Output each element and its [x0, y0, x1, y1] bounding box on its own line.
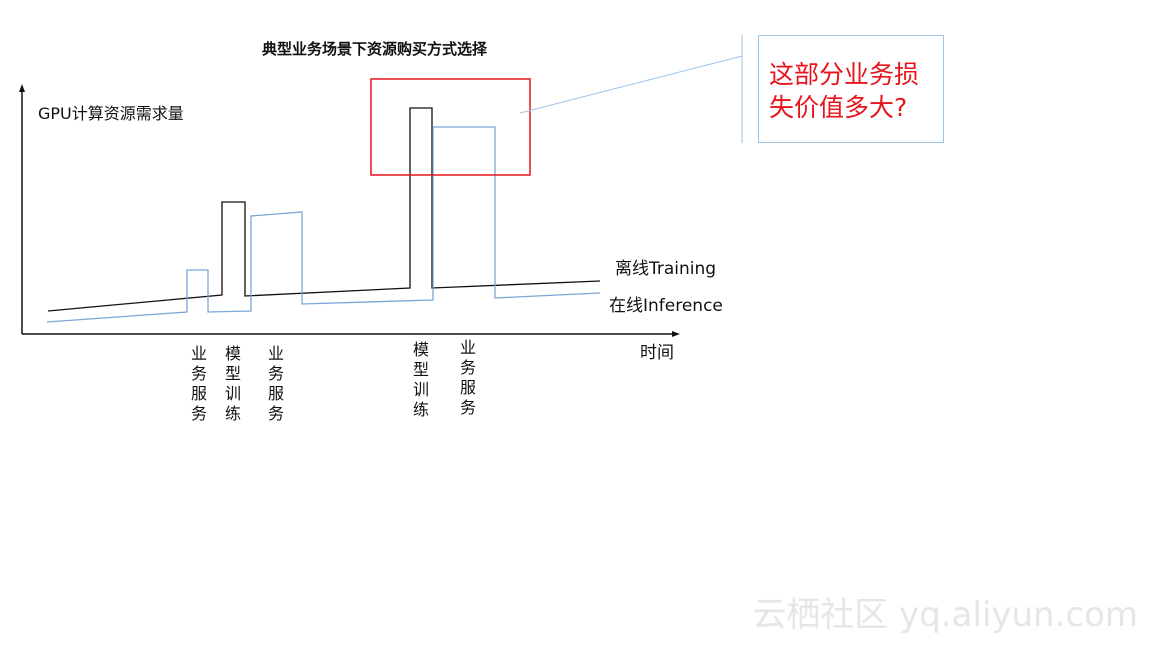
callout-connector [519, 55, 743, 114]
x-axis-label: 时间 [640, 343, 674, 363]
event-label: 业务服务 [267, 344, 284, 423]
y-axis-label: GPU计算资源需求量 [38, 104, 184, 123]
event-label: 业务服务 [190, 344, 207, 423]
inference-line [46, 126, 601, 323]
diagram-title: 典型业务场景下资源购买方式选择 [262, 40, 488, 58]
event-label: 模型训练 [224, 344, 241, 423]
legend-inference: 在线Inference [609, 296, 723, 316]
watermark: 云栖社区 yq.aliyun.com [752, 595, 1138, 635]
callout-box: 这部分业务损失价值多大? [758, 35, 944, 143]
highlight-box [370, 78, 531, 176]
legend-training: 离线Training [615, 259, 717, 279]
y-axis-arrow-icon [19, 84, 25, 92]
event-label: 模型训练 [412, 340, 429, 419]
training-line [47, 107, 601, 312]
x-axis-arrow-icon [672, 331, 680, 337]
event-label: 业务服务 [459, 338, 476, 417]
